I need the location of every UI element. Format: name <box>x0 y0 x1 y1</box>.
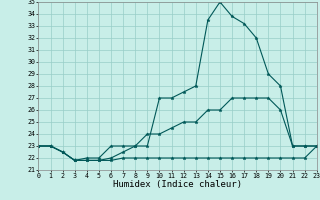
X-axis label: Humidex (Indice chaleur): Humidex (Indice chaleur) <box>113 180 242 189</box>
